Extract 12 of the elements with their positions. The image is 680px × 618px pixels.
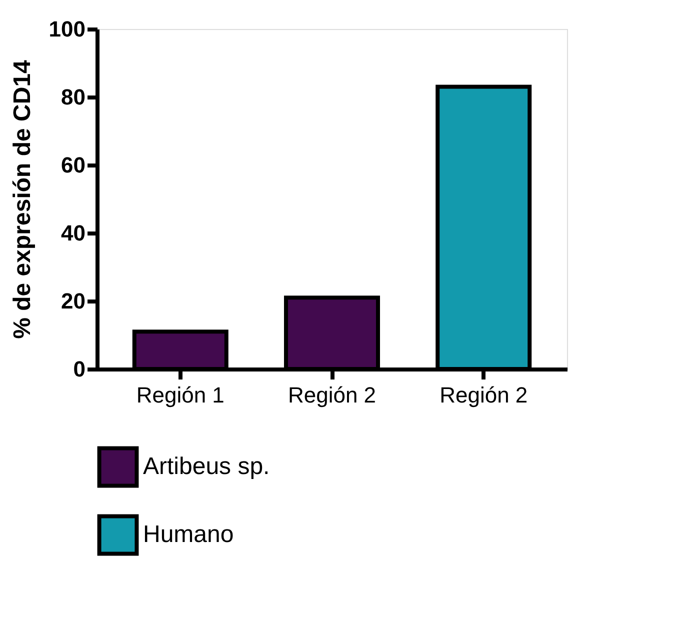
x-tick-label: Región 2: [440, 382, 528, 408]
y-tick-label: 0: [73, 356, 86, 382]
legend-label: Humano: [143, 521, 234, 548]
legend-label: Artibeus sp.: [143, 453, 270, 480]
y-tick-label: 20: [61, 288, 86, 314]
y-tick-label: 40: [61, 220, 86, 246]
x-tick-label: Región 1: [136, 382, 224, 408]
y-tick-label: 100: [48, 16, 86, 42]
y-axis-title: % de expresión de CD14: [8, 59, 36, 339]
y-tick-label: 60: [61, 152, 86, 178]
y-tick-label: 80: [61, 84, 86, 110]
x-tick-label: Región 2: [288, 382, 376, 408]
